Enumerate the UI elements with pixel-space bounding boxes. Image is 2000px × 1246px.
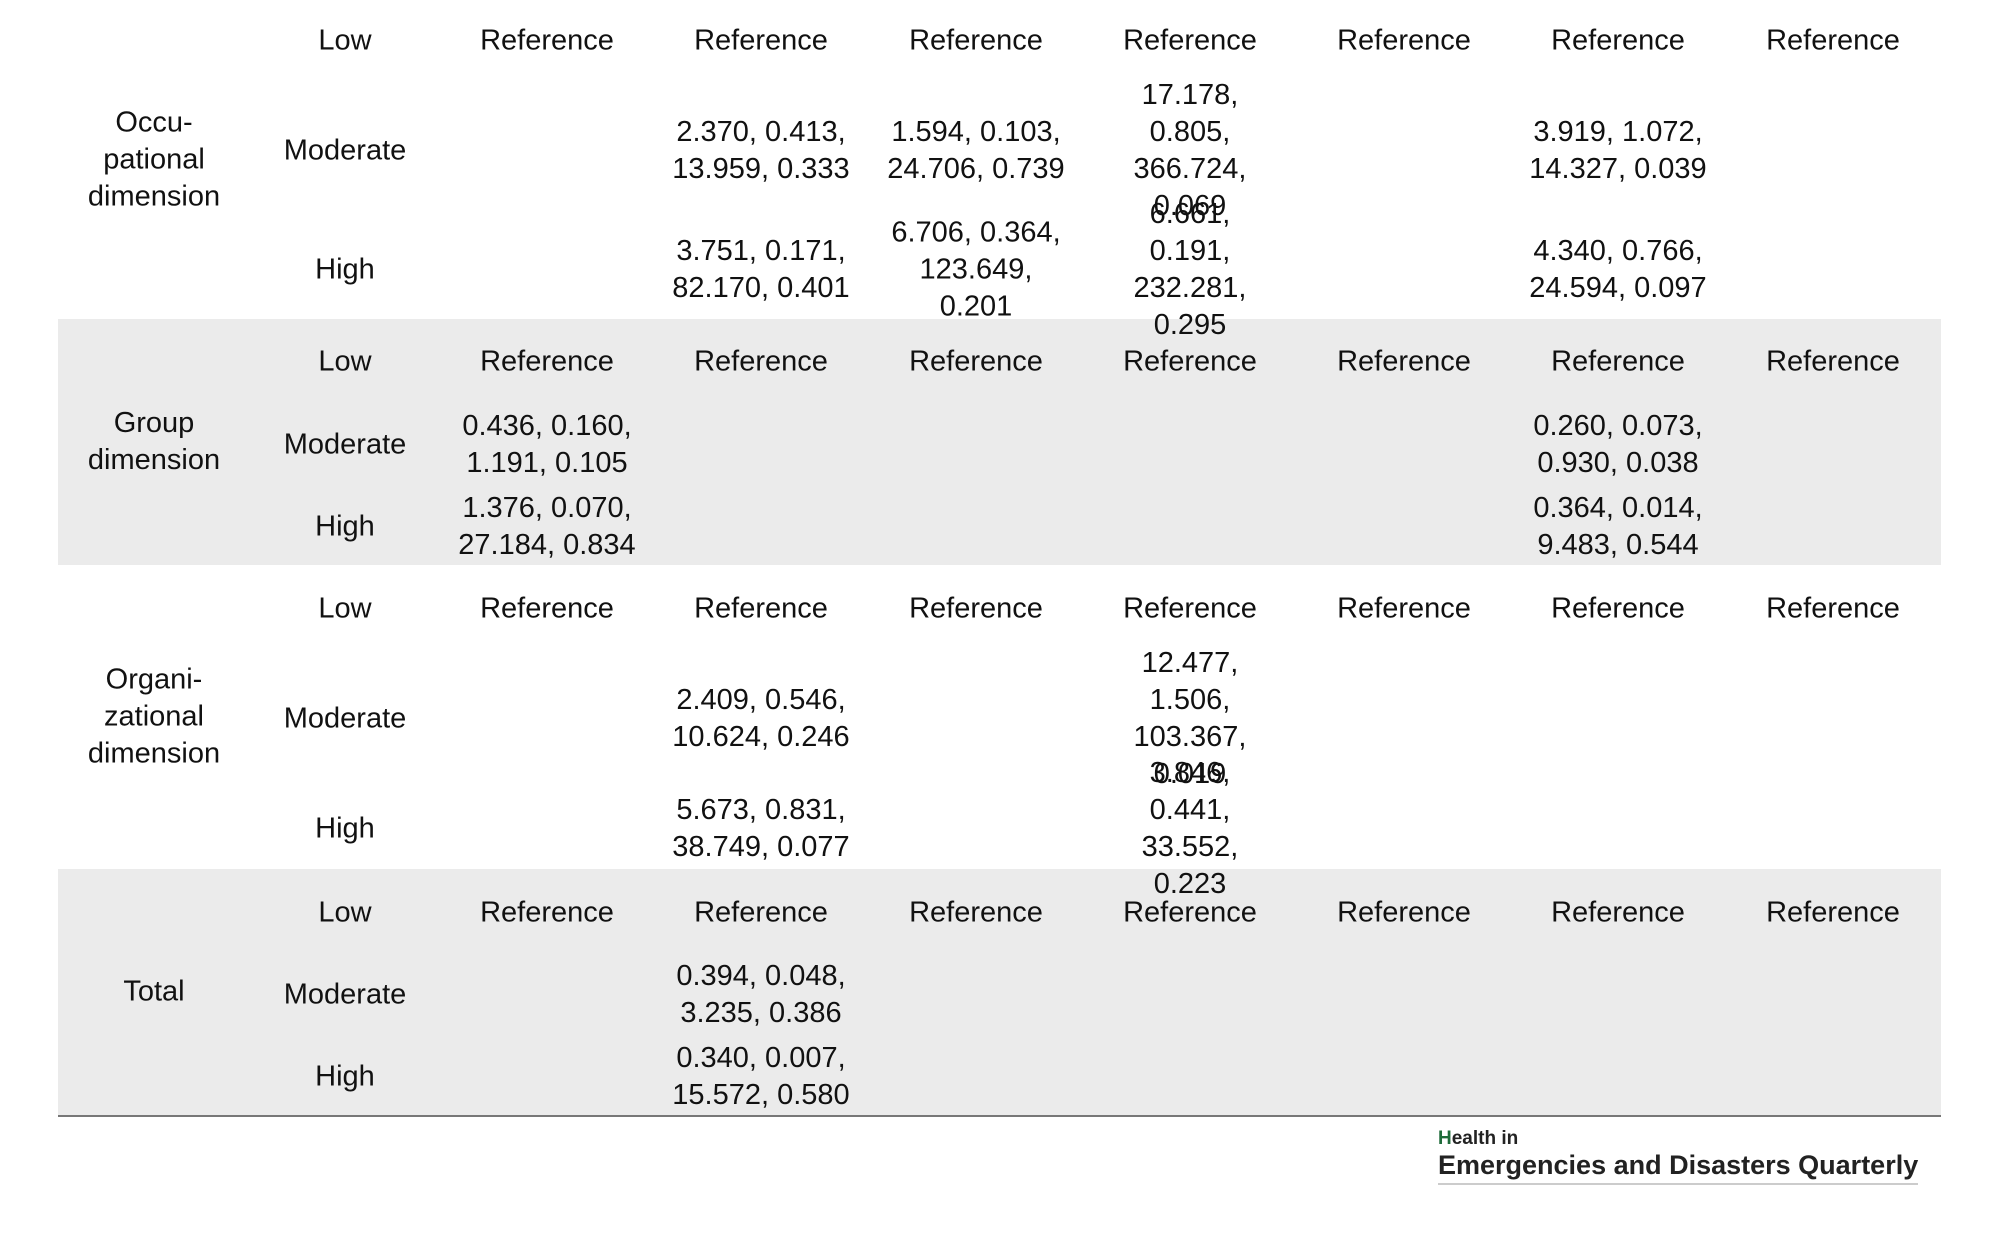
table-cell: 0.436, 0.160, 1.191, 0.105	[462, 410, 632, 479]
table-cell: Reference	[1551, 24, 1685, 57]
table-cell: Reference	[1766, 896, 1900, 929]
level-label: High	[315, 1060, 375, 1093]
table-cell: Reference	[1123, 24, 1257, 57]
level-label: High	[315, 812, 375, 845]
table-cell: 17.178, 0.805, 366.724, 0.069	[1133, 79, 1247, 222]
table-cell: Reference	[1337, 592, 1471, 625]
table-cell: Reference	[480, 592, 614, 625]
level-label: High	[315, 510, 375, 543]
table-cell: Reference	[909, 592, 1043, 625]
table-cell: Reference	[1766, 345, 1900, 378]
table-cell: Reference	[1551, 896, 1685, 929]
group-label: Group dimension	[87, 407, 221, 476]
level-label: Moderate	[283, 702, 407, 735]
group-label: Total	[123, 975, 185, 1008]
table-cell: 2.370, 0.413, 13.959, 0.333	[672, 116, 850, 185]
table-cell: Reference	[1337, 345, 1471, 378]
table-cell: Reference	[909, 24, 1043, 57]
table-cell: 3.919, 1.072, 14.327, 0.039	[1529, 116, 1707, 185]
table-cell: 6.706, 0.364, 123.649, 0.201	[891, 216, 1061, 323]
table-cell: Reference	[909, 896, 1043, 929]
table-cell: Reference	[480, 345, 614, 378]
table-cell: 0.260, 0.073, 0.930, 0.038	[1533, 410, 1703, 479]
row-band	[58, 319, 1941, 565]
table-cell: 0.394, 0.048, 3.235, 0.386	[676, 960, 846, 1029]
table-cell: Reference	[1766, 24, 1900, 57]
group-label: Organi-zational dimension	[87, 663, 221, 770]
table-cell: Reference	[694, 345, 828, 378]
table-cell: 3.751, 0.171, 82.170, 0.401	[672, 235, 850, 304]
table-cell: Reference	[694, 592, 828, 625]
table-cell: Reference	[1123, 592, 1257, 625]
table-cell: Reference	[1337, 896, 1471, 929]
level-label: Low	[318, 345, 372, 378]
table-cell: Reference	[1766, 592, 1900, 625]
journal-logo: Health in Emergencies and Disasters Quar…	[1438, 1128, 1919, 1185]
table-cell: 5.673, 0.831, 38.749, 0.077	[672, 794, 850, 863]
table-cell: Reference	[909, 345, 1043, 378]
level-label: Low	[318, 592, 372, 625]
level-label: Low	[318, 896, 372, 929]
table-cell: Reference	[694, 896, 828, 929]
table-cell: Reference	[1337, 24, 1471, 57]
table-cell: 4.340, 0.766, 24.594, 0.097	[1529, 235, 1707, 304]
table-rule	[58, 1115, 1941, 1117]
table-cell: 0.364, 0.014, 9.483, 0.544	[1533, 492, 1703, 561]
level-label: Moderate	[283, 978, 407, 1011]
table-cell: 3.846, 0.441, 33.552, 0.223	[1141, 757, 1239, 900]
level-label: Moderate	[283, 428, 407, 461]
table-cell: Reference	[1551, 592, 1685, 625]
table-cell: Reference	[480, 896, 614, 929]
table-cell: Reference	[480, 24, 614, 57]
logo-line: Health in	[1438, 1128, 1519, 1149]
table-cell: 1.376, 0.070, 27.184, 0.834	[458, 492, 636, 561]
table-cell: 2.409, 0.546, 10.624, 0.246	[672, 684, 850, 753]
group-label: Occu-pational dimension	[87, 106, 221, 212]
table-cell: Reference	[1123, 896, 1257, 929]
logo-line: Emergencies and Disasters Quarterly	[1438, 1150, 1919, 1185]
table-cell: 12.477, 1.506, 103.367, 0.019	[1133, 647, 1247, 790]
table-cell: Reference	[1551, 345, 1685, 378]
level-label: Moderate	[283, 134, 407, 167]
table-cell: 1.594, 0.103, 24.706, 0.739	[887, 116, 1065, 185]
row-band	[58, 869, 1941, 1115]
level-label: Low	[318, 24, 372, 57]
level-label: High	[315, 253, 375, 286]
table-cell: 0.340, 0.007, 15.572, 0.580	[672, 1042, 850, 1111]
table-cell: Reference	[694, 24, 828, 57]
table-cell: 6.661, 0.191, 232.281, 0.295	[1133, 198, 1247, 341]
table-cell: Reference	[1123, 345, 1257, 378]
